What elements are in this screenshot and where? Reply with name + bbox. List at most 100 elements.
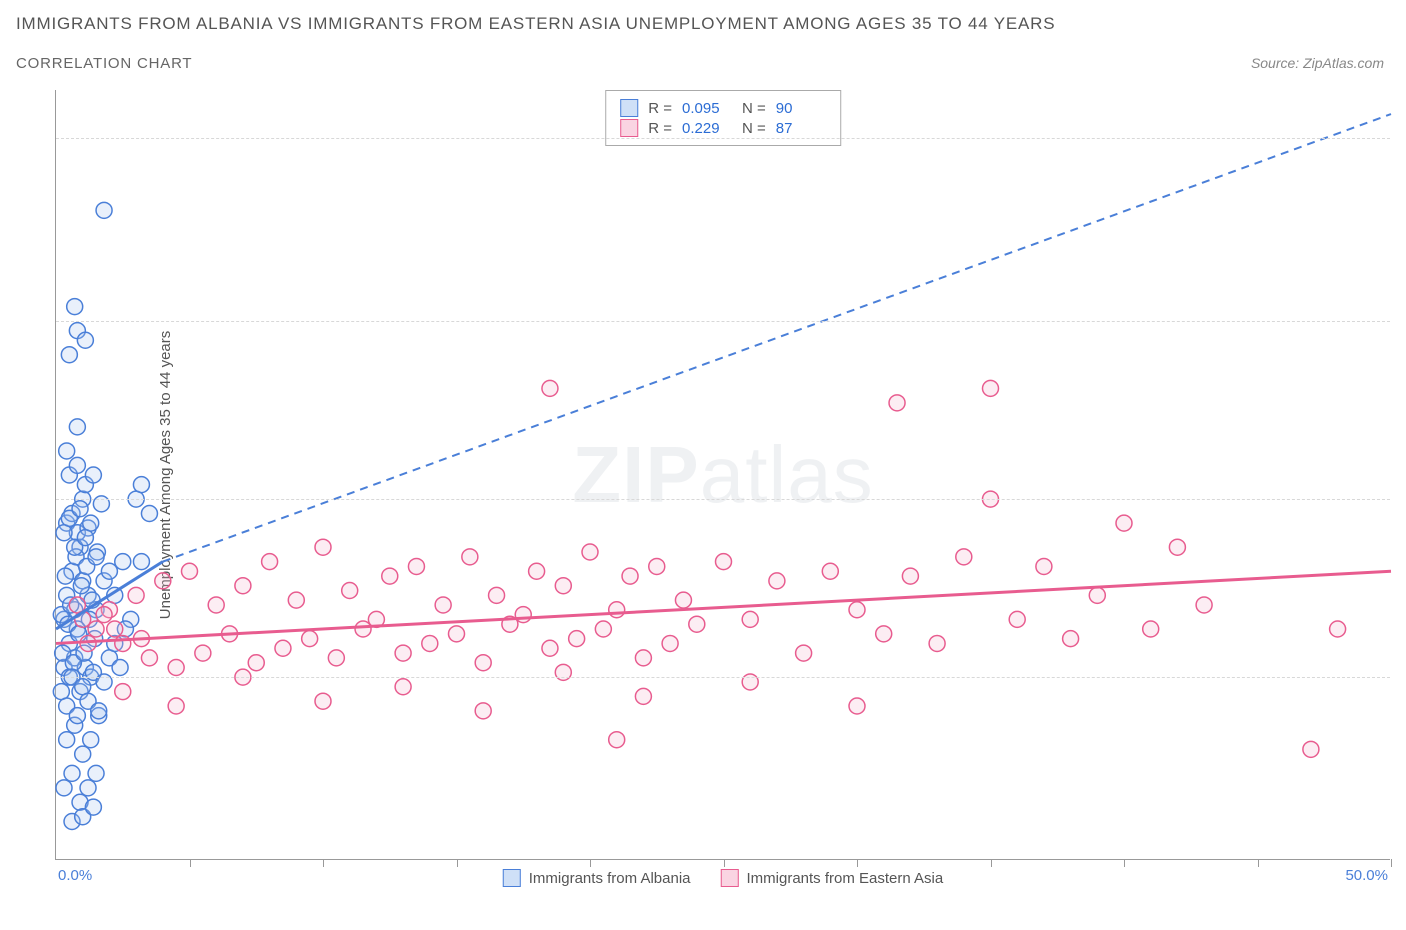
data-point <box>1143 621 1159 637</box>
legend-swatch-0 <box>503 869 521 887</box>
data-point <box>182 563 198 579</box>
data-point <box>849 602 865 618</box>
data-point <box>609 732 625 748</box>
data-point <box>675 592 691 608</box>
stat-n-label-1: N = <box>742 120 766 137</box>
data-point <box>56 780 72 796</box>
data-point <box>1303 741 1319 757</box>
data-point <box>435 597 451 613</box>
data-point <box>57 568 73 584</box>
data-point <box>529 563 545 579</box>
stats-row-series-1: R = 0.229 N = 87 <box>620 119 826 137</box>
data-point <box>262 554 278 570</box>
data-point <box>67 299 83 315</box>
chart-title-main: IMMIGRANTS FROM ALBANIA VS IMMIGRANTS FR… <box>16 14 1055 34</box>
data-point <box>128 587 144 603</box>
data-point <box>288 592 304 608</box>
source-attribution: Source: ZipAtlas.com <box>1251 55 1384 71</box>
data-point <box>422 635 438 651</box>
stat-r-value-1: 0.229 <box>682 120 732 137</box>
data-point <box>83 515 99 531</box>
data-point <box>929 635 945 651</box>
legend-swatch-1 <box>721 869 739 887</box>
data-point <box>83 732 99 748</box>
data-point <box>449 626 465 642</box>
data-point <box>515 607 531 623</box>
trend-line-solid <box>56 571 1391 643</box>
stat-n-label-0: N = <box>742 100 766 117</box>
data-point <box>569 631 585 647</box>
data-point <box>248 655 264 671</box>
data-point <box>1036 558 1052 574</box>
data-point <box>112 660 128 676</box>
data-point <box>96 202 112 218</box>
data-point <box>168 698 184 714</box>
data-point <box>622 568 638 584</box>
data-point <box>395 645 411 661</box>
data-point <box>85 467 101 483</box>
data-point <box>635 688 651 704</box>
data-point <box>889 395 905 411</box>
data-point <box>716 554 732 570</box>
data-point <box>53 684 69 700</box>
data-point <box>489 587 505 603</box>
data-point <box>168 660 184 676</box>
data-point <box>475 655 491 671</box>
swatch-series-0 <box>620 99 638 117</box>
data-point <box>141 650 157 666</box>
data-point <box>595 621 611 637</box>
data-point <box>542 640 558 656</box>
data-point <box>59 443 75 459</box>
gridline <box>56 138 1390 139</box>
data-point <box>208 597 224 613</box>
x-tick <box>457 859 458 867</box>
legend-item-1: Immigrants from Eastern Asia <box>721 869 944 887</box>
data-point <box>75 746 91 762</box>
data-point <box>69 708 85 724</box>
data-point <box>275 640 291 656</box>
x-axis-min-label: 0.0% <box>58 867 92 884</box>
data-point <box>115 635 131 651</box>
data-point <box>382 568 398 584</box>
data-point <box>91 703 107 719</box>
legend-label-1: Immigrants from Eastern Asia <box>747 870 944 887</box>
data-point <box>315 539 331 555</box>
scatter-svg <box>56 90 1390 859</box>
data-point <box>64 765 80 781</box>
data-point <box>796 645 812 661</box>
x-tick <box>1258 859 1259 867</box>
data-point <box>328 650 344 666</box>
data-point <box>742 611 758 627</box>
gridline <box>56 677 1390 678</box>
x-tick <box>991 859 992 867</box>
data-point <box>342 583 358 599</box>
data-point <box>876 626 892 642</box>
data-point <box>195 645 211 661</box>
data-point <box>1169 539 1185 555</box>
data-point <box>88 549 104 565</box>
data-point <box>72 501 88 517</box>
data-point <box>649 558 665 574</box>
data-point <box>115 554 131 570</box>
data-point <box>69 419 85 435</box>
data-point <box>849 698 865 714</box>
data-point <box>395 679 411 695</box>
data-point <box>77 332 93 348</box>
trend-line-dashed <box>163 114 1391 562</box>
data-point <box>80 780 96 796</box>
data-point <box>155 573 171 589</box>
data-point <box>315 693 331 709</box>
data-point <box>61 347 77 363</box>
stat-r-label-0: R = <box>648 100 672 117</box>
gridline <box>56 321 1390 322</box>
chart-plot-area: Unemployment Among Ages 35 to 44 years Z… <box>55 90 1390 860</box>
data-point <box>85 799 101 815</box>
data-point <box>555 578 571 594</box>
x-tick <box>190 859 191 867</box>
data-point <box>133 554 149 570</box>
data-point <box>475 703 491 719</box>
data-point <box>635 650 651 666</box>
legend-item-0: Immigrants from Albania <box>503 869 691 887</box>
x-tick <box>1124 859 1125 867</box>
data-point <box>542 380 558 396</box>
